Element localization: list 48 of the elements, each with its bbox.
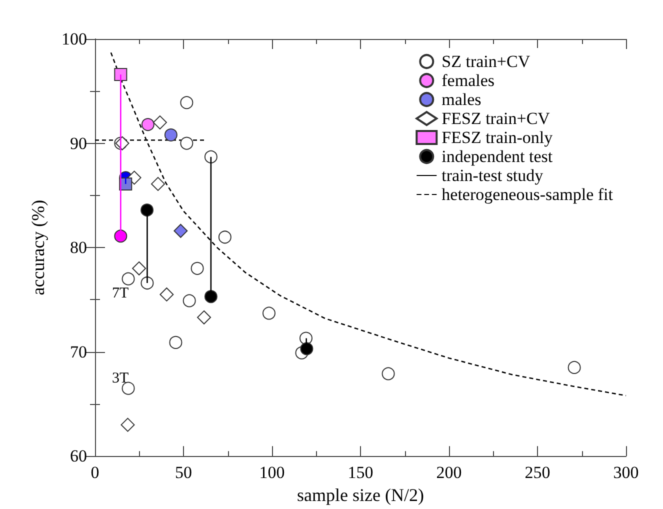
point	[114, 230, 128, 243]
y-tick-label: 90	[70, 134, 87, 153]
annotation: 7T	[112, 286, 129, 302]
point	[122, 382, 135, 395]
legend-label: heterogeneous-sample fit	[442, 185, 614, 204]
x-tick-label: 300	[613, 463, 639, 482]
point	[152, 115, 167, 130]
legend-label: FESZ train+CV	[442, 109, 551, 128]
y-tick-label: 100	[62, 30, 87, 48]
point	[262, 306, 276, 320]
point	[300, 342, 314, 356]
point	[160, 287, 174, 302]
point	[180, 96, 194, 110]
point	[140, 204, 154, 217]
x-tick-label: 50	[175, 463, 192, 482]
legend-label: females	[442, 71, 495, 90]
legend-label: train-test study	[442, 166, 544, 185]
point	[568, 360, 581, 374]
point	[182, 294, 196, 308]
point	[180, 136, 194, 150]
point	[151, 176, 166, 191]
y-axis-title: accuracy (%)	[28, 200, 48, 296]
annotation: 3T	[112, 370, 129, 386]
point	[382, 367, 395, 380]
y-tick-label: 60	[70, 446, 87, 466]
legend-label: independent test	[442, 147, 553, 166]
x-tick-label: 250	[524, 463, 550, 482]
point	[140, 276, 154, 290]
point	[164, 128, 178, 142]
point	[132, 261, 146, 276]
x-tick-label: 100	[259, 463, 285, 482]
legend-label: SZ train+CV	[442, 52, 531, 71]
point	[122, 272, 135, 286]
x-tick-label: 0	[90, 463, 100, 482]
x-tick-label: 200	[436, 463, 462, 482]
x-axis-title: sample size (N/2)	[297, 485, 424, 505]
point	[204, 150, 218, 164]
x-tick-label: 150	[348, 463, 374, 482]
legend-label: males	[442, 90, 482, 109]
point	[190, 262, 204, 275]
y-tick-label: 80	[70, 238, 87, 258]
point	[197, 310, 212, 324]
legend-label: FESZ train-only	[442, 128, 554, 147]
point	[169, 336, 182, 349]
y-tick-label: 70	[70, 342, 87, 362]
point	[120, 418, 135, 432]
point	[204, 290, 218, 304]
point	[218, 230, 232, 244]
